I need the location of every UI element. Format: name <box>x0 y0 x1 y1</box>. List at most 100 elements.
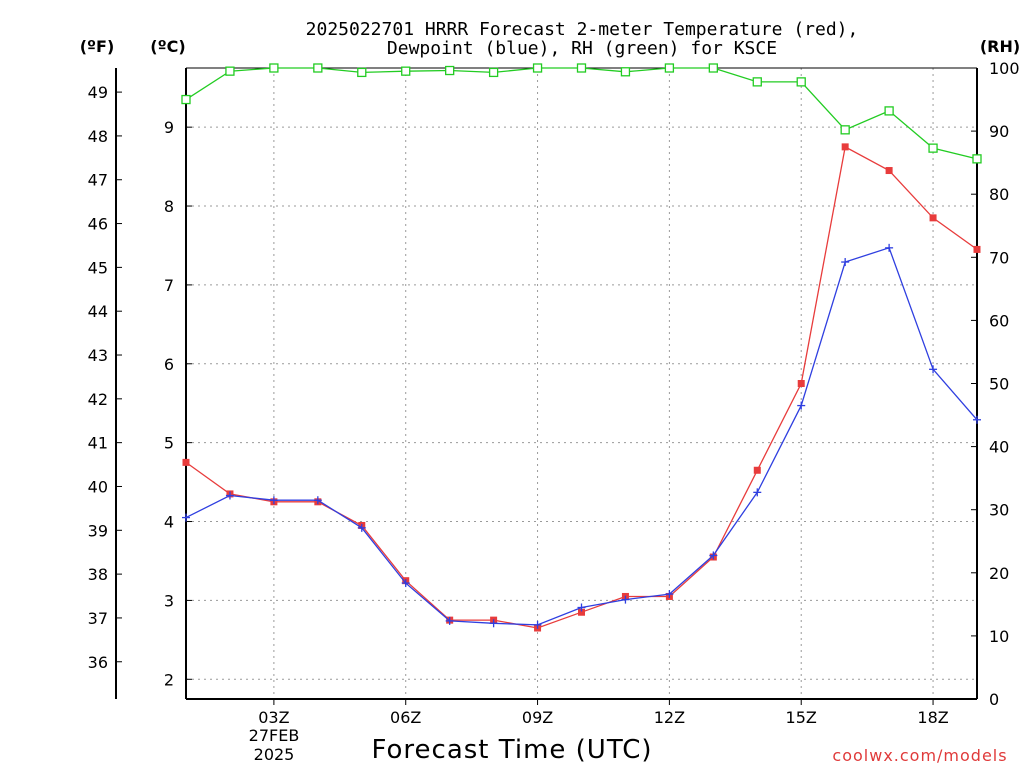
f-tick-label: 43 <box>88 346 108 365</box>
rh-point <box>928 143 938 153</box>
c-tick-label: 5 <box>164 434 174 453</box>
f-tick-label: 39 <box>88 521 108 540</box>
dewpoint-point <box>313 496 322 505</box>
x-tick-label: 18Z <box>917 708 948 727</box>
f-tick-label: 45 <box>88 258 108 277</box>
dewpoint-point <box>973 415 981 424</box>
rh-point <box>972 154 982 164</box>
rh-point <box>445 65 455 76</box>
chart-title-line1: 2025022701 HRRR Forecast 2-meter Tempera… <box>306 19 859 40</box>
x-tick-label: 15Z <box>786 708 817 727</box>
rh-point <box>313 63 323 73</box>
rh-point <box>664 63 675 73</box>
dewpoint-point <box>577 603 586 612</box>
dewpoint-point <box>621 595 630 604</box>
rh-point <box>708 63 718 73</box>
dewpoint-point <box>709 551 718 560</box>
rh-tick-label: 10 <box>989 627 1009 646</box>
dewpoint-point <box>753 488 762 497</box>
dewpoint-point <box>357 523 366 532</box>
rh-tick-label: 80 <box>989 185 1009 204</box>
c-tick-label: 7 <box>164 276 174 295</box>
date-label-year: 2025 <box>254 745 295 764</box>
dewpoint-point <box>665 590 674 599</box>
dewpoint-point <box>401 579 410 588</box>
rh-point <box>532 63 543 73</box>
c-tick-label: 9 <box>164 118 174 137</box>
rh-point <box>576 63 587 73</box>
f-tick-label: 42 <box>88 390 108 409</box>
rh-point <box>488 67 499 78</box>
temperature-point <box>797 380 805 387</box>
f-tick-label: 37 <box>88 609 108 628</box>
rh-tick-label: 50 <box>989 375 1009 394</box>
rh-tick-label: 90 <box>989 122 1009 141</box>
c-tick-label: 3 <box>164 591 174 610</box>
dewpoint-point <box>489 619 498 628</box>
fahrenheit-unit-label: (ºF) <box>80 37 115 56</box>
x-tick-label: 03Z <box>258 708 289 727</box>
f-tick-label: 48 <box>88 127 108 146</box>
dewpoint-line <box>185 246 978 626</box>
rh-point <box>752 77 762 87</box>
rh-tick-label: 0 <box>989 690 999 709</box>
f-tick-label: 47 <box>88 171 108 190</box>
data-series <box>181 63 982 632</box>
rh-point <box>620 67 631 77</box>
temperature-point <box>929 214 937 222</box>
temperature-point <box>885 167 893 175</box>
rh-point <box>401 66 411 76</box>
x-tick-label: 12Z <box>654 708 685 727</box>
f-tick-label: 49 <box>88 83 108 102</box>
x-axis-label: Forecast Time (UTC) <box>371 735 652 765</box>
chart-title-line2: Dewpoint (blue), RH (green) for KSCE <box>387 38 777 59</box>
f-tick-label: 44 <box>88 302 108 321</box>
temperature-point <box>753 466 761 474</box>
f-tick-label: 41 <box>88 434 108 453</box>
dewpoint-point <box>533 620 542 629</box>
rh-tick-label: 70 <box>989 248 1009 267</box>
rh-point <box>181 94 191 105</box>
rh-tick-label: 60 <box>989 311 1009 330</box>
x-tick-label: 09Z <box>522 708 553 727</box>
dewpoint-point <box>269 496 278 505</box>
temperature-point <box>841 143 849 151</box>
x-tick-label: 06Z <box>390 708 421 727</box>
rh-point <box>357 67 367 78</box>
f-tick-label: 36 <box>88 653 108 672</box>
rh-point <box>796 77 806 87</box>
temperature-point <box>182 458 190 466</box>
rh-tick-label: 40 <box>989 438 1009 457</box>
dewpoint-point <box>182 513 190 522</box>
date-label-day: 27FEB <box>249 726 300 745</box>
dewpoint-point <box>885 243 894 252</box>
rh-tick-label: 20 <box>989 564 1009 583</box>
rh-point <box>884 106 894 116</box>
temperature-line <box>185 145 978 629</box>
tick-labels: 03Z 06Z 09Z 12Z 15Z 18Z2345678936373839404142… <box>88 59 1020 727</box>
rh-point <box>225 66 235 76</box>
temperature-point <box>973 245 981 253</box>
celsius-unit-label: (ºC) <box>150 37 185 56</box>
c-tick-label: 4 <box>164 513 174 532</box>
dewpoint-point <box>225 491 234 500</box>
rh-point <box>840 125 850 135</box>
dewpoint-point <box>841 258 850 267</box>
dewpoint-point <box>445 616 454 625</box>
rh-tick-label: 30 <box>989 501 1009 520</box>
c-tick-label: 2 <box>164 670 174 689</box>
c-tick-label: 6 <box>164 355 174 374</box>
rh-tick-label: 100 <box>989 59 1020 78</box>
credit-label: coolwx.com/models <box>832 746 1007 765</box>
rh-point <box>269 63 279 73</box>
dewpoint-point <box>929 365 938 374</box>
rh-unit-label: (RH) <box>980 37 1020 56</box>
axes <box>115 67 978 705</box>
f-tick-label: 38 <box>88 565 108 584</box>
dewpoint-point <box>797 401 806 410</box>
c-tick-label: 8 <box>164 197 174 216</box>
f-tick-label: 46 <box>88 215 108 234</box>
f-tick-label: 40 <box>88 477 108 496</box>
temperature-point <box>578 608 585 616</box>
